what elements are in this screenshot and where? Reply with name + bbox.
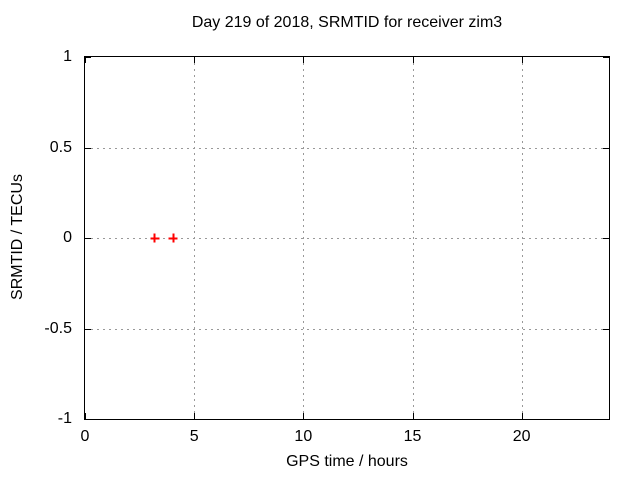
x-tick-top bbox=[85, 57, 86, 63]
y-tick-left bbox=[85, 147, 91, 149]
y-tick-right bbox=[603, 57, 609, 58]
x-tick-bottom bbox=[303, 413, 305, 419]
y-gridline bbox=[85, 147, 609, 149]
y-tick-right bbox=[603, 419, 609, 420]
x-tick-label: 15 bbox=[403, 428, 422, 445]
x-tick-label: 20 bbox=[512, 428, 531, 445]
x-tick-top bbox=[521, 57, 523, 63]
x-tick-label: 0 bbox=[80, 428, 90, 445]
x-tick-top bbox=[194, 57, 196, 63]
y-tick-left bbox=[85, 57, 91, 58]
chart-title: Day 219 of 2018, SRMTID for receiver zim… bbox=[191, 14, 503, 31]
y-tick-right bbox=[603, 238, 609, 239]
data-point-marker bbox=[150, 233, 160, 243]
x-tick-bottom bbox=[85, 413, 86, 419]
y-tick-right bbox=[603, 147, 609, 149]
y-tick-left bbox=[85, 328, 91, 330]
y-gridline bbox=[85, 328, 609, 330]
y-tick-left bbox=[85, 419, 91, 420]
x-tick-top bbox=[303, 57, 305, 63]
y-axis-label: SRMTID / TECUs bbox=[9, 174, 26, 300]
data-point-marker bbox=[168, 233, 178, 243]
x-tick-label: 5 bbox=[189, 428, 199, 445]
y-tick-right bbox=[603, 328, 609, 330]
y-tick-label: 1 bbox=[63, 48, 72, 66]
y-gridline bbox=[85, 238, 609, 239]
y-tick-label: 0.5 bbox=[49, 138, 72, 156]
x-axis-label: GPS time / hours bbox=[286, 453, 408, 470]
x-tick-bottom bbox=[194, 413, 196, 419]
y-tick-left bbox=[85, 238, 91, 239]
y-tick-label: 0 bbox=[63, 229, 72, 247]
plot-area: 0 5 10 15 20 1 0.5 0 -0.5 -1 bbox=[44, 48, 610, 445]
y-tick-label: -1 bbox=[57, 410, 72, 428]
x-tick-bottom bbox=[521, 413, 523, 419]
y-tick-label: -0.5 bbox=[44, 319, 72, 337]
x-tick-top bbox=[412, 57, 414, 63]
x-tick-label: 10 bbox=[294, 428, 313, 445]
x-tick-bottom bbox=[412, 413, 414, 419]
